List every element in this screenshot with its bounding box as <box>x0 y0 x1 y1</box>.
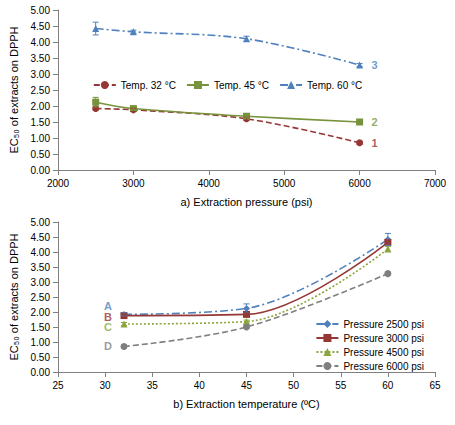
svg-text:1.00: 1.00 <box>31 337 51 348</box>
svg-text:a) Extraction pressure (psi): a) Extraction pressure (psi) <box>180 196 312 208</box>
svg-text:3.50: 3.50 <box>31 53 51 64</box>
svg-text:7000: 7000 <box>424 178 447 189</box>
svg-text:5.00: 5.00 <box>31 217 51 228</box>
svg-text:25: 25 <box>52 380 64 391</box>
svg-text:35: 35 <box>147 380 159 391</box>
svg-text:0.50: 0.50 <box>31 352 51 363</box>
svg-text:Pressure 6000 psi: Pressure 6000 psi <box>343 361 424 372</box>
svg-text:4.50: 4.50 <box>31 232 51 243</box>
svg-text:5000: 5000 <box>273 178 296 189</box>
svg-text:2.50: 2.50 <box>31 292 51 303</box>
svg-text:Temp. 60 °C: Temp. 60 °C <box>307 80 362 91</box>
svg-text:1.50: 1.50 <box>31 117 51 128</box>
svg-text:3.50: 3.50 <box>31 262 51 273</box>
svg-text:B: B <box>104 310 112 323</box>
svg-text:4000: 4000 <box>198 178 221 189</box>
svg-text:50: 50 <box>288 380 300 391</box>
svg-text:Temp. 45 °C: Temp. 45 °C <box>214 80 269 91</box>
svg-text:5.00: 5.00 <box>31 5 51 16</box>
svg-text:0.50: 0.50 <box>31 149 51 160</box>
svg-text:Pressure 4500 psi: Pressure 4500 psi <box>343 347 424 358</box>
svg-text:65: 65 <box>429 380 441 391</box>
svg-text:1.50: 1.50 <box>31 322 51 333</box>
svg-text:40: 40 <box>194 380 206 391</box>
svg-text:2.00: 2.00 <box>31 307 51 318</box>
svg-text:Temp. 32 °C: Temp. 32 °C <box>121 80 176 91</box>
svg-text:1: 1 <box>372 137 378 149</box>
svg-text:4.00: 4.00 <box>31 247 51 258</box>
svg-text:0.00: 0.00 <box>31 165 51 176</box>
svg-text:3.00: 3.00 <box>31 277 51 288</box>
svg-text:4.50: 4.50 <box>31 21 51 32</box>
svg-text:D: D <box>104 340 112 352</box>
svg-text:30: 30 <box>100 380 112 391</box>
svg-text:60: 60 <box>382 380 394 391</box>
svg-text:EC₅₀ of extracts on DPPH: EC₅₀ of extracts on DPPH <box>8 26 20 153</box>
svg-text:2000: 2000 <box>47 178 70 189</box>
svg-text:2.50: 2.50 <box>31 85 51 96</box>
svg-text:3.00: 3.00 <box>31 69 51 80</box>
svg-text:3: 3 <box>372 59 378 71</box>
svg-text:Pressure 3000 psi: Pressure 3000 psi <box>343 333 424 344</box>
svg-text:45: 45 <box>241 380 253 391</box>
svg-text:2: 2 <box>372 116 378 128</box>
svg-text:6000: 6000 <box>348 178 371 189</box>
svg-text:2.00: 2.00 <box>31 101 51 112</box>
svg-text:A: A <box>104 300 112 312</box>
svg-text:4.00: 4.00 <box>31 37 51 48</box>
svg-text:EC₅₀ of extracts on DPPH: EC₅₀ of extracts on DPPH <box>8 233 20 360</box>
svg-text:1.00: 1.00 <box>31 133 51 144</box>
svg-text:3000: 3000 <box>122 178 145 189</box>
svg-text:Pressure 2500 psi: Pressure 2500 psi <box>343 319 424 330</box>
svg-text:b) Extraction temperature (ºC): b) Extraction temperature (ºC) <box>173 398 319 410</box>
svg-text:C: C <box>104 321 112 333</box>
svg-text:55: 55 <box>335 380 347 391</box>
svg-text:0.00: 0.00 <box>31 367 51 378</box>
